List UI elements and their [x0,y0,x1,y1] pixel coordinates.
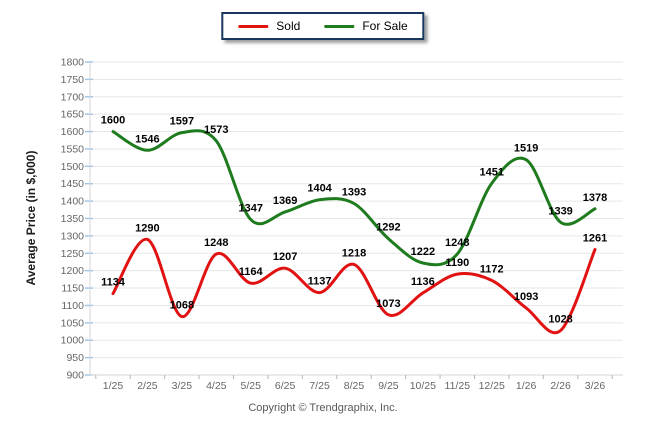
x-tick-label: 3/25 [172,380,193,392]
value-label: 1093 [514,291,538,303]
value-label: 1222 [411,246,435,258]
value-label: 1451 [479,166,503,178]
price-line-chart: 900 950 1000 1050 1100 1150 1200 1250 1300 1350 14… [61,57,623,392]
legend-item-for-sale: For Sale [324,19,408,33]
value-label: 1207 [273,251,297,263]
value-label: 1597 [170,116,194,128]
legend-item-sold: Sold [238,19,300,33]
value-label: 1134 [101,277,126,289]
y-tick-label: 1750 [61,74,85,86]
value-label: 1292 [376,222,400,234]
y-tick-label: 1200 [61,265,85,277]
value-label: 1137 [308,276,332,288]
y-tick-label: 1150 [61,283,84,295]
x-tick-label: 3/26 [585,380,606,392]
value-label: 1519 [514,143,538,155]
value-label: 1339 [548,205,572,217]
y-tick-label: 1800 [61,57,85,69]
y-tick-label: 1700 [61,91,85,103]
value-label: 1404 [307,183,332,195]
x-tick-label: 12/25 [479,380,505,392]
y-tick-label: 1500 [61,161,85,173]
value-label: 1218 [342,247,366,259]
y-tick-label: 1650 [61,109,85,121]
value-label: 1190 [445,257,469,269]
x-tick-label: 4/25 [206,380,227,392]
x-tick-label: 2/26 [550,380,571,392]
legend-label-for-sale: For Sale [362,19,408,33]
x-tick-label: 1/25 [103,380,124,392]
y-tick-label: 900 [66,370,84,382]
value-label: 1347 [238,203,262,215]
y-tick-label: 1250 [61,248,85,260]
value-label: 1172 [480,263,504,275]
copyright-text: Copyright © Trendgraphix, Inc. [248,402,398,414]
y-tick-label: 1400 [61,196,85,208]
y-tick-label: 1050 [61,317,85,329]
value-labels-for-sale: 1600 1546 1597 1573 1347 1369 1404 1393 1292 1222… [101,115,607,258]
x-tick-label: 1/26 [516,380,537,392]
x-tick-label: 6/25 [275,380,296,392]
y-tick-label: 1450 [61,178,85,190]
x-tick-label: 2/25 [137,380,158,392]
y-tick-label: 950 [66,352,84,364]
value-label: 1369 [273,195,297,207]
value-label: 1248 [204,237,228,249]
value-label: 1573 [204,124,228,136]
y-tick-label: 1000 [61,335,85,347]
x-tick-label: 9/25 [378,380,399,392]
y-tick-label: 1550 [61,143,85,155]
value-label: 1248 [445,237,469,249]
x-tick-label: 11/25 [445,380,471,392]
series-line-sold [111,237,597,335]
y-tick-label: 1100 [61,300,84,312]
value-label: 1378 [583,192,607,204]
value-label: 1546 [135,133,159,145]
series-line-for-sale [111,129,597,267]
y-tick-label: 1350 [61,213,85,225]
value-label: 1261 [583,232,607,244]
value-label: 1600 [101,115,125,127]
value-label: 1164 [239,266,264,278]
y-tick-label: 1300 [61,230,85,242]
legend-label-sold: Sold [276,19,301,33]
legend: Sold For Sale [221,12,425,40]
legend-swatch-for-sale-icon [324,24,355,28]
value-label: 1068 [170,300,194,312]
legend-swatch-sold-icon [238,24,269,28]
value-label: 1393 [342,187,366,199]
value-label: 1290 [135,222,159,234]
value-label: 1136 [411,276,435,288]
value-label: 1073 [376,298,400,310]
x-tick-label: 10/25 [410,380,436,392]
x-tick-label: 7/25 [309,380,330,392]
x-tick-label: 8/25 [344,380,365,392]
x-tick-label: 5/25 [240,380,261,392]
y-tick-label: 1600 [61,126,85,138]
grid-and-axes: 900 950 1000 1050 1100 1150 1200 1250 1300 1350 14… [61,57,623,392]
value-labels-sold: 1134 1290 1068 1248 1164 1207 1137 1218 1073 1136… [101,222,607,325]
value-label: 1028 [548,313,572,325]
